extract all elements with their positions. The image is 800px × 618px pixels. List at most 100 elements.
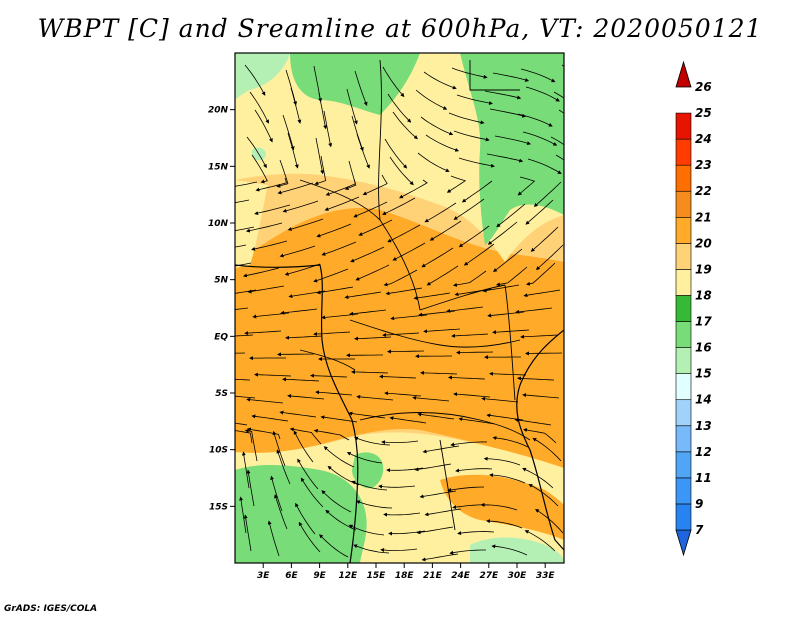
colorbar-bin <box>675 425 692 453</box>
streamline <box>313 268 349 283</box>
streamline <box>492 329 530 335</box>
streamline <box>379 374 417 379</box>
colorbar-bin <box>675 373 692 401</box>
streamline <box>355 500 393 509</box>
streamlines <box>235 64 564 562</box>
streamline <box>451 333 489 338</box>
field-green-southwest <box>235 465 367 563</box>
streamline <box>484 90 522 100</box>
streamline <box>246 397 284 404</box>
streamline <box>254 204 291 216</box>
streamline <box>235 244 247 248</box>
streamline <box>420 370 458 375</box>
streamline <box>523 428 557 444</box>
streamline <box>290 87 302 124</box>
lat-tick-label: 15S <box>209 502 228 512</box>
streamline <box>235 226 255 232</box>
streamline <box>453 130 490 142</box>
streamline <box>424 202 457 223</box>
streamline <box>458 417 496 425</box>
streamline <box>235 422 248 426</box>
streamline <box>349 309 387 316</box>
colorbar-label: 25 <box>695 106 712 120</box>
lat-tick-label: 15N <box>208 162 229 172</box>
streamline <box>277 182 314 195</box>
streamline <box>412 395 450 402</box>
streamline <box>413 292 451 300</box>
streamline <box>324 196 360 211</box>
colorbar-label: 24 <box>695 132 712 146</box>
field-green-north <box>290 53 420 115</box>
streamline <box>457 531 495 536</box>
streamline <box>495 266 528 287</box>
streamline <box>285 335 323 340</box>
streamline <box>451 67 488 79</box>
colorbar-label: 18 <box>695 288 712 302</box>
streamline <box>481 396 519 403</box>
streamline <box>235 181 258 187</box>
streamline <box>517 113 553 127</box>
streamline <box>380 548 418 552</box>
lat-tick-label: 10S <box>209 446 228 456</box>
streamline <box>517 176 536 196</box>
streamline <box>463 243 495 266</box>
colorbar-label: 19 <box>695 262 712 276</box>
colorbar-label: 20 <box>695 236 712 250</box>
field-yellow-west <box>235 180 268 268</box>
streamline <box>245 222 283 233</box>
colorbar-label: 11 <box>695 471 712 485</box>
colorbar-label: 26 <box>695 80 712 94</box>
streamline <box>532 437 562 462</box>
colorbar-bin <box>675 190 692 218</box>
streamline <box>354 336 392 341</box>
streamline <box>348 411 386 419</box>
streamline <box>241 451 250 489</box>
lat-tick-label: 5S <box>215 389 228 399</box>
streamline <box>425 134 460 152</box>
colorbar-label: 21 <box>695 210 712 224</box>
streamline <box>492 72 530 82</box>
streamline <box>355 264 390 281</box>
streamline <box>449 549 486 555</box>
streamline <box>246 427 281 440</box>
streamline <box>356 394 394 401</box>
field-green-southeast <box>470 537 564 563</box>
streamline <box>251 414 289 422</box>
lon-tick-label: 18E <box>395 571 415 581</box>
streamline <box>530 226 559 252</box>
streamline <box>354 70 368 106</box>
streamline <box>282 377 320 382</box>
streamline <box>316 223 352 238</box>
streamline <box>235 395 256 399</box>
streamline <box>251 240 288 251</box>
streamline <box>384 391 422 397</box>
streamline <box>417 152 450 173</box>
streamline <box>555 154 564 161</box>
longitude-axis: 3E 6E 9E 12E 15E 18E 21E 24E 27E 30E 33E <box>257 563 555 581</box>
streamline <box>522 393 560 399</box>
streamline <box>344 291 382 300</box>
streamline <box>522 131 558 146</box>
streamline <box>535 508 564 534</box>
field-orange-south <box>440 474 564 540</box>
field-orange-patch-east <box>499 284 547 330</box>
streamline <box>426 265 459 286</box>
streamline <box>489 108 527 118</box>
streamline <box>524 530 556 552</box>
country-boundaries <box>235 59 564 563</box>
streamline <box>535 244 564 271</box>
streamline <box>243 514 252 552</box>
streamline <box>362 174 388 196</box>
streamline <box>323 446 355 468</box>
streamline <box>522 467 554 489</box>
lat-tick-label: EQ <box>214 332 228 342</box>
colorbar-bin <box>675 269 692 296</box>
streamline <box>353 201 388 218</box>
streamline <box>354 436 391 446</box>
streamline <box>282 200 319 213</box>
streamline <box>244 330 282 336</box>
streamline <box>483 456 521 466</box>
streamline <box>382 66 405 98</box>
streamline <box>416 526 454 535</box>
